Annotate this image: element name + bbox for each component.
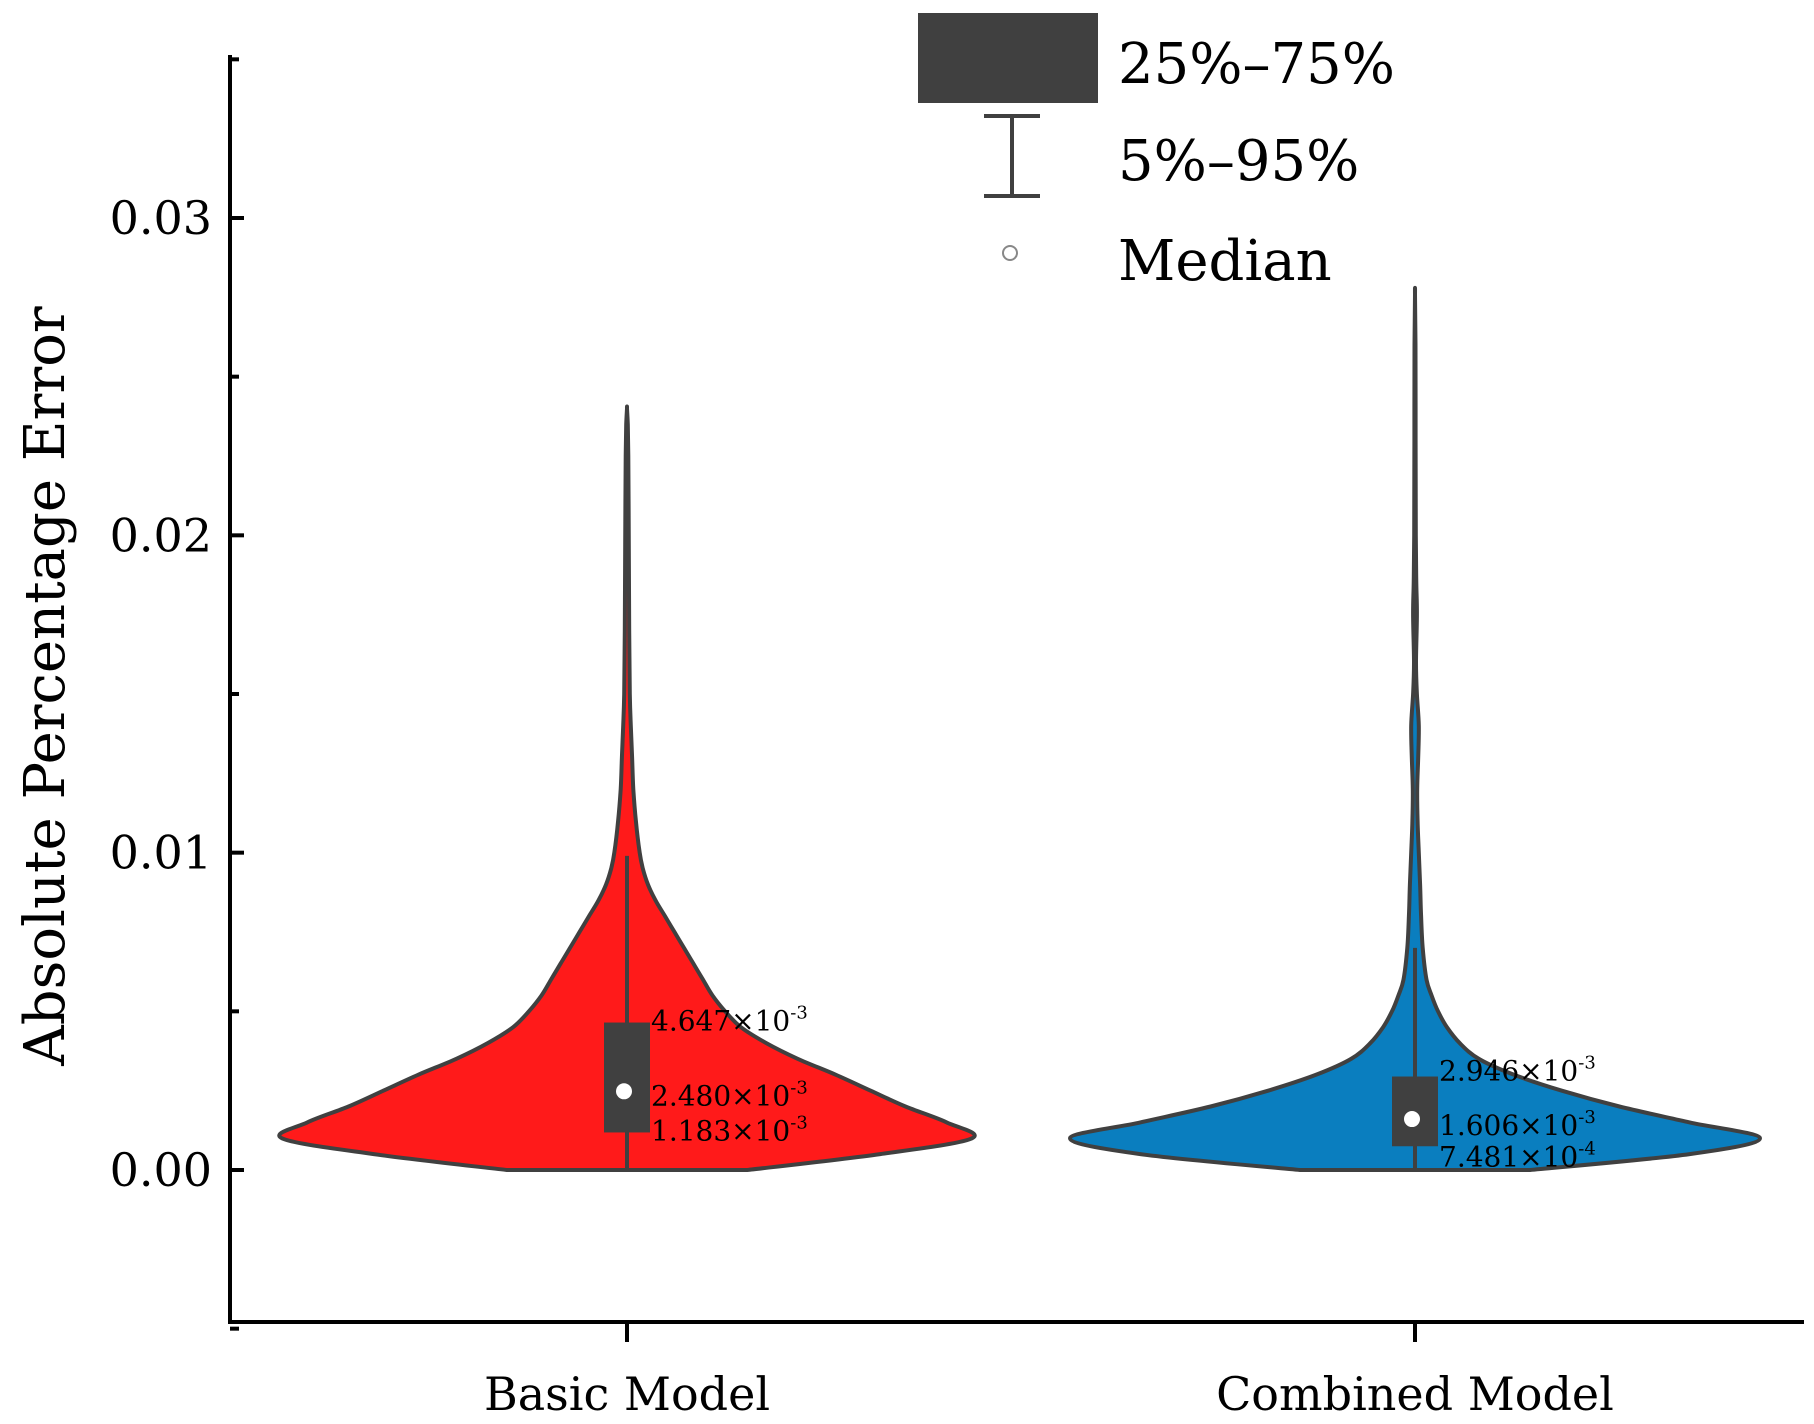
x-tick-label: Combined Model — [1216, 1367, 1614, 1421]
y-tick-label: 0.01 — [110, 826, 212, 880]
legend: 25%–75% 5%–95% Median — [918, 13, 1395, 294]
y-ticks: 0.00 0.01 0.02 0.03 — [110, 57, 244, 1331]
y-axis-title: Absolute Percentage Error — [13, 306, 78, 1067]
q1-label: 7.481×10-4 — [1439, 1138, 1596, 1173]
legend-median-swatch — [1002, 245, 1018, 261]
legend-box-label: 25%–75% — [1118, 32, 1395, 97]
median-marker — [1404, 1111, 1420, 1128]
y-tick-label: 0.02 — [110, 508, 212, 562]
x-tick-label: Basic Model — [484, 1367, 770, 1421]
violin-body — [277, 404, 977, 1172]
plot-area: 4.647×10-3 2.480×10-31.183×10-3 2.946×10-3… — [277, 285, 1762, 1173]
legend-median-label: Median — [1118, 229, 1332, 294]
violin-body — [1068, 285, 1762, 1172]
legend-whisker-label: 5%–95% — [1118, 129, 1359, 194]
q3-label: 2.946×10-3 — [1439, 1053, 1596, 1088]
median-label: 1.606×10-3 — [1439, 1107, 1596, 1142]
y-tick-label: 0.00 — [110, 1143, 212, 1197]
legend-whisker-swatch — [984, 114, 1040, 198]
legend-box-swatch — [918, 13, 1098, 103]
median-label: 2.480×10-3 — [651, 1077, 808, 1112]
x-ticks: Basic Model Combined Model — [484, 1322, 1614, 1421]
median-marker — [616, 1083, 632, 1100]
iqr-box — [604, 1022, 650, 1133]
y-tick-label: 0.03 — [110, 191, 212, 245]
q1-label: 1.183×10-3 — [651, 1112, 808, 1147]
q3-label: 4.647×10-3 — [651, 1003, 808, 1038]
iqr-box — [1392, 1076, 1438, 1147]
